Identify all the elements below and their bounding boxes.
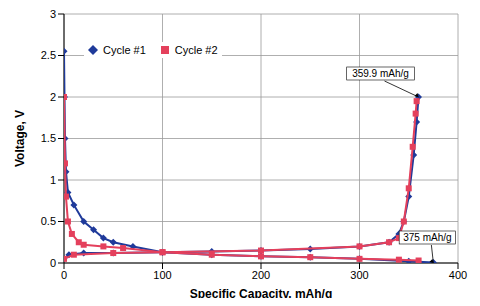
svg-text:300: 300 <box>350 269 368 281</box>
html-text:Cycle #2: Cycle #2 <box>174 44 218 56</box>
svg-text:2: 2 <box>50 91 56 103</box>
svg-text:375 mAh/g: 375 mAh/g <box>403 232 451 243</box>
svg-text:0.5: 0.5 <box>41 215 56 227</box>
svg-text:0: 0 <box>61 269 67 281</box>
svg-text:1.5: 1.5 <box>41 132 56 144</box>
svg-text:100: 100 <box>153 269 171 281</box>
svg-text:400: 400 <box>449 269 467 281</box>
svg-text:2.5: 2.5 <box>41 49 56 61</box>
svg-text:200: 200 <box>252 269 270 281</box>
svg-text:3: 3 <box>50 8 56 20</box>
svg-text:1: 1 <box>50 174 56 186</box>
svg-text:Voltage, V: Voltage, V <box>13 110 27 167</box>
svg-text:Specific Capacity, mAh/g: Specific Capacity, mAh/g <box>190 287 332 298</box>
svg-text:0: 0 <box>50 257 56 269</box>
html-text:Cycle #1: Cycle #1 <box>103 44 146 56</box>
svg-text:359.9 mAh/g: 359.9 mAh/g <box>352 68 409 79</box>
